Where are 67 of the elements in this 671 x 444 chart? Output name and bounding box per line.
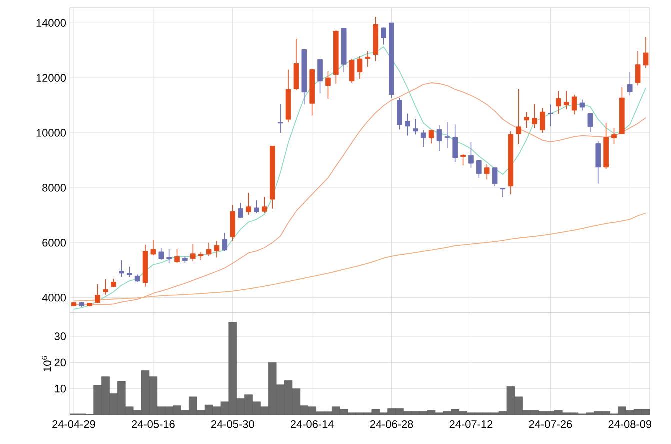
candlestick (524, 112, 530, 128)
candlestick (214, 240, 220, 258)
candlestick (119, 260, 124, 278)
candlestick (420, 130, 426, 148)
y-tick-label: 20 (54, 358, 66, 367)
y-tick-label: 30 (54, 332, 66, 340)
candlestick (254, 200, 260, 214)
x-tick-label: 24-04-29 (52, 420, 96, 428)
x-tick-label: 24-07-12 (450, 420, 493, 428)
candlestick (150, 240, 156, 256)
candlestick (262, 196, 268, 214)
candlestick (452, 124, 458, 163)
candlestick (476, 160, 482, 178)
candlestick (596, 140, 601, 184)
candlestick (635, 51, 641, 86)
x-tick-label: 24-08-09 (608, 420, 652, 428)
candlestick (365, 51, 371, 68)
candlestick (246, 192, 252, 216)
candlestick (588, 113, 594, 133)
candlestick (643, 36, 649, 69)
y-tick-label: 6000 (42, 239, 66, 247)
candlestick (126, 266, 132, 278)
candlestick (357, 56, 363, 80)
candlestick (628, 72, 633, 96)
candlestick (532, 104, 538, 128)
x-tick-label: 24-07-26 (529, 420, 572, 428)
candlestick (548, 104, 554, 127)
y-tick-label: 10000 (36, 129, 66, 137)
candlestick (349, 58, 355, 84)
candlestick (381, 27, 386, 46)
candlestick (238, 202, 244, 219)
x-tick-label: 24-05-16 (132, 420, 175, 428)
candlestick (492, 168, 498, 187)
y-tick-label: 14000 (36, 19, 66, 27)
candlestick (460, 154, 466, 166)
candlestick (484, 164, 490, 180)
x-tick-label: 24-06-28 (370, 420, 414, 428)
candlestick (190, 244, 196, 262)
x-tick-label: 24-05-30 (211, 420, 254, 428)
candlestick (436, 125, 442, 152)
candlestick (580, 99, 586, 112)
candlestick (405, 113, 410, 136)
candlestick (103, 279, 108, 296)
candlestick (174, 248, 180, 264)
candlestick (540, 108, 546, 134)
y-tick-label: 4000 (42, 294, 66, 302)
y-tick-label: 10 (55, 384, 66, 393)
candlestick (444, 122, 450, 149)
candlestick (572, 94, 578, 116)
candlestick (95, 284, 100, 304)
y-axis-title: 10$^{6}$ (42, 356, 52, 372)
candlestick (206, 242, 212, 257)
candlestick (556, 90, 562, 114)
candlestick (516, 88, 522, 145)
candlestick (158, 248, 164, 261)
candlestick (222, 232, 228, 252)
candlestick (612, 128, 617, 144)
y-tick-label: 8000 (42, 184, 66, 192)
candlestick (428, 130, 434, 144)
x-tick-label: 24-06-14 (290, 420, 334, 428)
candlestick (564, 90, 570, 110)
y-tick-label: 12000 (36, 74, 66, 82)
candlestick (468, 142, 474, 168)
candlestick (318, 58, 323, 94)
candlestick (326, 71, 331, 100)
candlestick (412, 118, 418, 136)
candlestick (166, 249, 172, 264)
